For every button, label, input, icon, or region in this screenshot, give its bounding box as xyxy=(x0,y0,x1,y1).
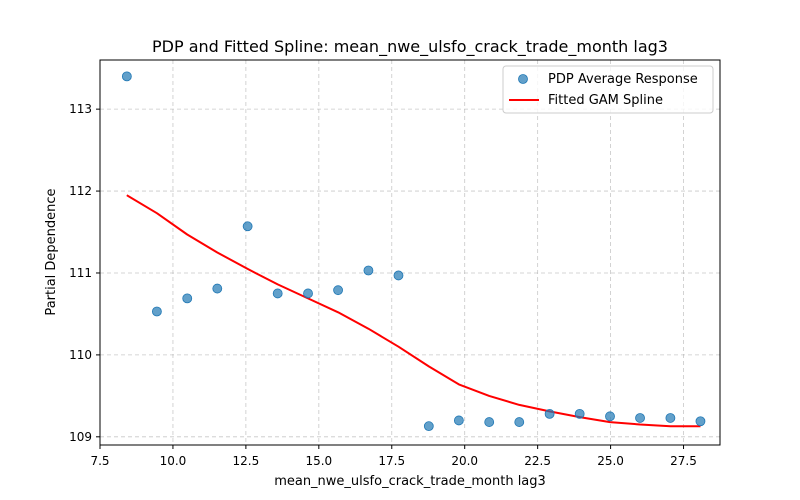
grid xyxy=(99,60,720,445)
scatter-point xyxy=(423,421,434,432)
scatter-point xyxy=(544,408,555,419)
scatter-point xyxy=(635,413,645,423)
x-tick-label: 15.0 xyxy=(305,454,332,468)
scatter-point xyxy=(121,71,132,82)
scatter-point xyxy=(605,411,615,422)
x-tick-label: 20.0 xyxy=(451,454,478,468)
scatter-point xyxy=(514,417,525,427)
x-tick-label: 22.5 xyxy=(524,454,551,468)
x-tick-label: 12.5 xyxy=(233,454,260,468)
scatter-point xyxy=(484,417,495,427)
scatter-point xyxy=(212,283,223,294)
scatter-point xyxy=(363,265,374,276)
scatter-point xyxy=(272,288,283,299)
y-tick-label: 112 xyxy=(69,184,92,198)
y-tick-label: 113 xyxy=(69,102,92,116)
scatter-point xyxy=(151,306,162,317)
axis-ticks: 7.5 10.0 12.5 15.0 17.5 20.0 22.5 25.0 27.5 109 11… xyxy=(69,102,697,468)
x-tick-label: 25.0 xyxy=(597,454,624,468)
scatter-point xyxy=(242,221,253,232)
x-tick-label: 7.5 xyxy=(90,454,109,468)
legend-marker-scatter xyxy=(518,74,528,84)
legend-box xyxy=(502,65,714,114)
legend-label-scatter: PDP Average Response xyxy=(548,72,698,87)
scatter-point xyxy=(333,285,343,296)
scatter-point xyxy=(574,408,585,419)
x-tick-label: 10.0 xyxy=(160,454,187,468)
scatter-point xyxy=(665,413,676,423)
scatter-point xyxy=(393,270,404,281)
plot-area xyxy=(121,71,706,432)
scatter-point xyxy=(182,293,193,304)
y-tick-label: 110 xyxy=(69,348,92,362)
x-axis-label: mean_nwe_ulsfo_crack_trade_month lag3 xyxy=(274,474,546,489)
x-tick-label: 27.5 xyxy=(670,454,697,468)
scatter-point xyxy=(303,288,313,299)
x-tick-label: 17.5 xyxy=(378,454,405,468)
y-tick-label: 111 xyxy=(69,266,92,280)
chart-title: PDP and Fitted Spline: mean_nwe_ulsfo_cr… xyxy=(152,37,668,57)
y-axis-label: Partial Dependence xyxy=(44,188,59,315)
spline-line xyxy=(126,194,701,428)
plot-frame xyxy=(99,59,721,446)
scatter-point xyxy=(695,416,706,427)
y-tick-label: 109 xyxy=(69,430,92,444)
legend-label-line: Fitted GAM Spline xyxy=(548,93,663,108)
scatter-point xyxy=(453,415,464,426)
legend: PDP Average Response Fitted GAM Spline xyxy=(502,65,714,114)
